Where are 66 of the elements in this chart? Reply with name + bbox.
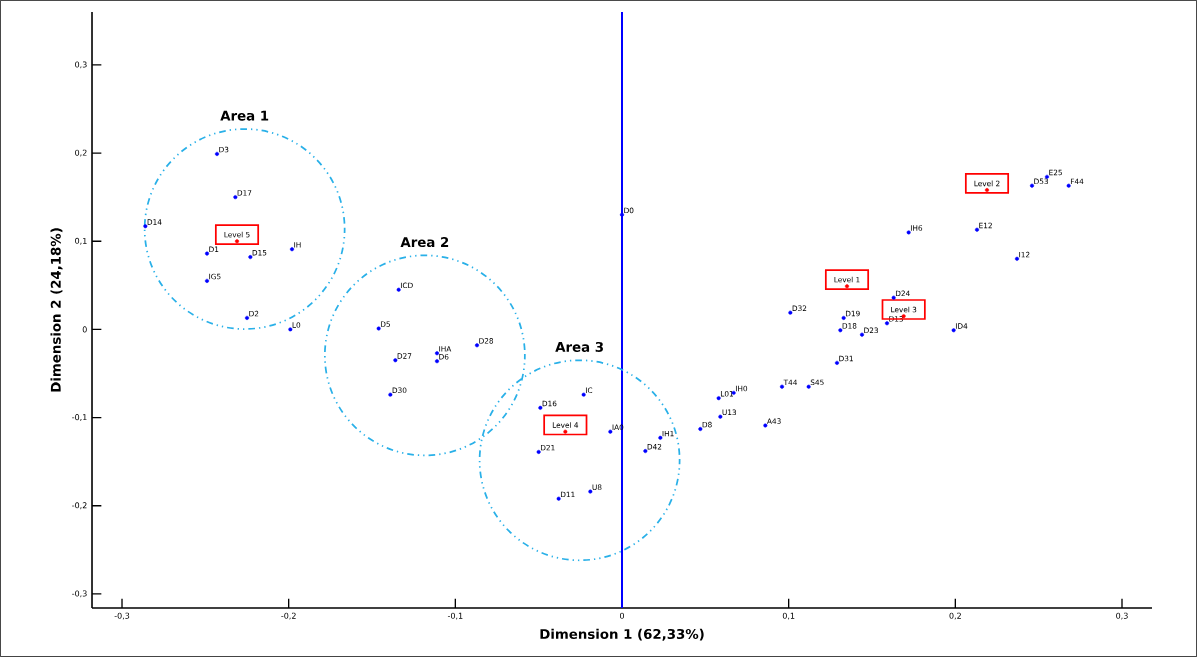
x-tick-label: 0,3: [1116, 612, 1128, 620]
y-tick-label: 0,2: [75, 149, 87, 157]
point: [658, 435, 663, 440]
point: [205, 278, 210, 283]
point: [620, 212, 625, 217]
x-axis-title: Dimension 1 (62,33%): [540, 628, 704, 641]
point: [806, 384, 811, 389]
point: [891, 295, 896, 300]
point: [608, 429, 613, 434]
point: [233, 195, 238, 200]
x-tick-label: 0,1: [782, 612, 795, 620]
point: [290, 247, 295, 252]
x-tick-label: 0: [619, 612, 625, 619]
point: [838, 328, 843, 333]
point: [536, 449, 541, 454]
y-tick-label: -0,2: [72, 502, 87, 510]
point: [376, 326, 381, 331]
point: [718, 414, 723, 419]
point: [763, 423, 768, 428]
y-tick-label: 0,3: [75, 61, 87, 69]
point: [396, 287, 401, 292]
point: [388, 392, 393, 397]
point: [215, 151, 220, 156]
point: [1014, 256, 1020, 261]
annotation: Area 2: [400, 236, 449, 248]
point: [780, 384, 785, 389]
annotation: Area 1: [220, 110, 269, 121]
point: [588, 489, 593, 494]
y-axis-title: Dimension 2 (24,18%): [50, 228, 63, 392]
point: [845, 284, 849, 289]
annotation: Area 3: [555, 341, 603, 352]
point: [985, 188, 989, 193]
point: [788, 310, 793, 315]
point: [906, 230, 911, 235]
y-tick-label: -0,3: [72, 590, 87, 598]
x-tick-label: -0,3: [114, 612, 130, 620]
y-tick-label: 0: [82, 326, 87, 333]
point: [860, 332, 864, 337]
point: [288, 327, 293, 332]
point: [975, 227, 979, 232]
point: [393, 358, 398, 363]
point: [951, 328, 956, 333]
point: [581, 392, 586, 397]
point: [1030, 183, 1034, 188]
point: [643, 449, 648, 454]
point: [835, 360, 839, 365]
y-tick-label: -0,1: [72, 414, 87, 421]
point: [143, 224, 148, 229]
point: [205, 251, 210, 256]
point: [248, 255, 253, 260]
point: [1066, 183, 1071, 188]
x-tick-label: -0,2: [281, 612, 296, 620]
point: [885, 321, 889, 326]
point: [538, 405, 543, 410]
point: [475, 343, 480, 348]
point: [716, 396, 721, 401]
point: [245, 315, 250, 320]
point: [435, 359, 440, 364]
point: [235, 239, 240, 244]
point: [563, 429, 568, 434]
point: [841, 315, 846, 320]
point: [698, 427, 703, 432]
point: [556, 496, 561, 501]
y-tick-label: 0,1: [75, 237, 87, 245]
x-tick-label: 0,2: [949, 612, 961, 620]
x-tick-label: -0,1: [447, 612, 463, 620]
